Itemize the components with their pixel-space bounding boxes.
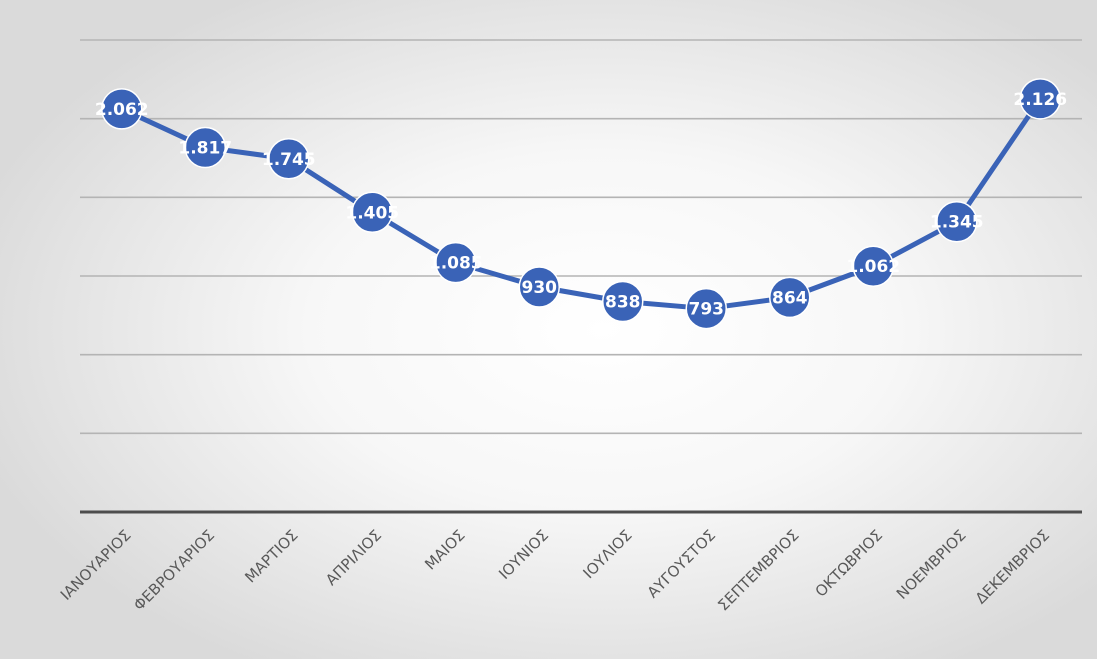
data-point: [351, 191, 393, 234]
data-labels: 2.062 1.817 1.745 1.405 1.085 930 838 793 864 1.0…: [95, 90, 1067, 320]
data-label: 1.405: [345, 203, 399, 223]
data-point: [936, 200, 978, 243]
data-label: 864: [772, 288, 808, 308]
data-label: 838: [605, 292, 641, 312]
data-point: [769, 276, 811, 319]
data-label: 2.126: [1013, 90, 1067, 110]
data-label: 930: [522, 278, 558, 298]
data-point: [435, 241, 477, 284]
gridlines: [80, 39, 1082, 435]
data-label: 1.745: [262, 150, 316, 170]
data-label: 1.345: [930, 213, 984, 233]
data-point: [518, 266, 560, 308]
data-point: [268, 138, 310, 180]
data-label: 793: [689, 300, 725, 320]
data-label: 1.085: [429, 254, 483, 274]
data-point: [602, 280, 644, 323]
data-label: 1.817: [178, 138, 232, 158]
data-point: [852, 245, 894, 287]
data-point: [101, 88, 143, 130]
data-label: 1.062: [846, 257, 900, 277]
data-point: [1019, 78, 1061, 120]
data-label: 2.062: [95, 100, 149, 120]
data-point: [184, 126, 226, 169]
data-point: [685, 287, 727, 330]
data-points: [101, 78, 1061, 330]
